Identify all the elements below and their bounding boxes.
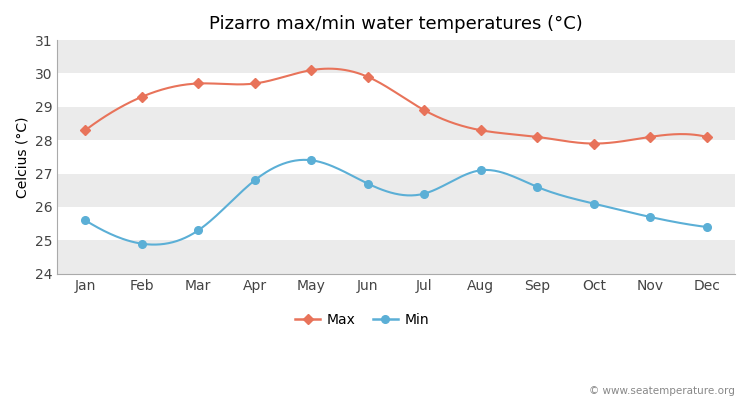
Bar: [57, 240, 735, 274]
Bar: [57, 174, 735, 207]
Y-axis label: Celcius (°C): Celcius (°C): [15, 116, 29, 198]
Title: Pizarro max/min water temperatures (°C): Pizarro max/min water temperatures (°C): [209, 15, 583, 33]
Text: © www.seatemperature.org: © www.seatemperature.org: [590, 386, 735, 396]
Bar: [57, 40, 735, 74]
Bar: [57, 107, 735, 140]
Legend: Max, Min: Max, Min: [290, 307, 435, 332]
